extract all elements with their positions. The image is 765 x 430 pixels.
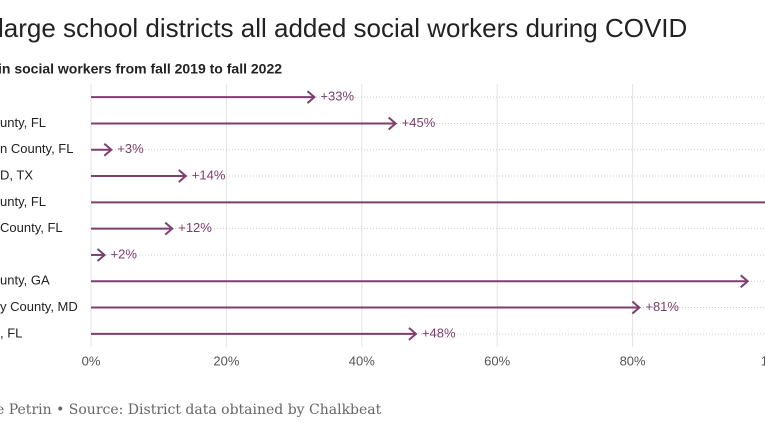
y-tick-label: D, TX	[0, 167, 33, 182]
x-tick-label: 80%	[620, 353, 646, 368]
arrow-head	[306, 90, 316, 104]
x-tick-label: 60%	[484, 353, 510, 368]
arrow-head	[178, 169, 188, 183]
arrow-head	[408, 327, 418, 341]
value-label: +3%	[117, 141, 144, 156]
chart-subtitle: in social workers from fall 2019 to fall…	[0, 61, 282, 77]
y-tick-label: unty, FL	[0, 115, 46, 130]
arrow-head	[631, 300, 641, 315]
value-label: +14%	[192, 167, 226, 182]
y-tick-label: y County, MD	[0, 299, 78, 314]
value-label: +48%	[422, 325, 456, 340]
x-tick-label: 40%	[349, 353, 375, 368]
arrow-head	[387, 116, 398, 131]
value-label: +33%	[320, 89, 354, 104]
value-label: +2%	[111, 246, 138, 261]
value-label: +45%	[402, 115, 436, 130]
x-tick-label: 20%	[213, 353, 239, 368]
value-label: +12%	[178, 220, 212, 235]
chart-title: large school districts all added social …	[0, 13, 687, 43]
x-tick-label: 10	[761, 353, 765, 368]
y-tick-label: unty, FL	[0, 194, 46, 209]
arrow-head	[96, 248, 107, 262]
footer: e Petrin • Source: District data obtaine…	[0, 402, 382, 418]
arrow-head	[103, 142, 113, 157]
y-tick-label: n County, FL	[0, 141, 73, 156]
y-tick-label: unty, GA	[0, 273, 50, 288]
x-tick-label: 0%	[82, 353, 101, 368]
y-tick-label: County, FL	[0, 220, 63, 235]
value-label: +81%	[645, 299, 679, 314]
arrow-head	[740, 274, 750, 289]
y-tick-label: , FL	[0, 325, 22, 340]
arrow-head	[164, 221, 174, 236]
